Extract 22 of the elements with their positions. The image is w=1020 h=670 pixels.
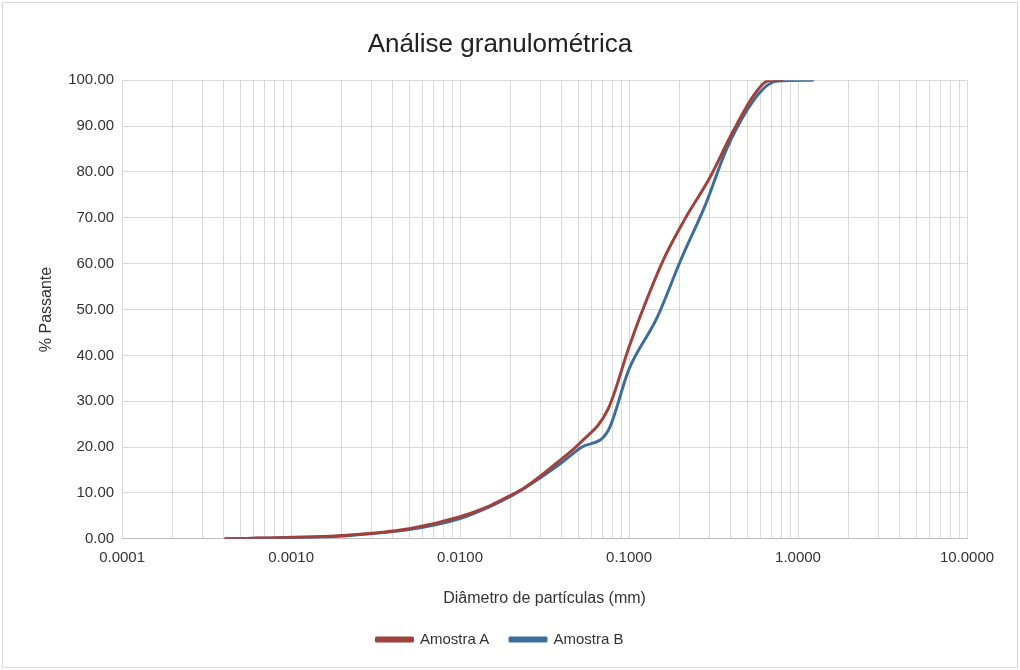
x-tick-label: 0.0100 — [437, 547, 483, 565]
y-tick-label: 50.00 — [76, 299, 115, 317]
y-tick-label: 100.00 — [68, 70, 115, 88]
y-tick-label: 90.00 — [76, 116, 115, 134]
y-tick-label: 80.00 — [76, 162, 115, 180]
legend-label: Amostra A — [419, 629, 490, 647]
x-tick-label: 1.0000 — [775, 547, 821, 565]
x-tick-label: 0.0010 — [268, 547, 315, 565]
y-tick-label: 0.00 — [84, 528, 115, 546]
y-tick-label: 40.00 — [76, 345, 115, 363]
legend-label: Amostra B — [553, 629, 624, 647]
y-tick-label: 30.00 — [76, 391, 115, 409]
x-tick-label: 0.1000 — [606, 547, 652, 565]
x-tick-label: 0.0001 — [99, 547, 146, 565]
y-tick-label: 60.00 — [76, 253, 115, 271]
y-tick-label: 70.00 — [76, 207, 115, 225]
chart-title: Análise granulométrica — [367, 27, 633, 58]
y-axis-title: % Passante — [37, 266, 55, 353]
x-tick-label: 10.0000 — [939, 547, 995, 565]
x-axis-title: Diâmetro de partículas (mm) — [443, 588, 646, 606]
y-tick-label: 20.00 — [76, 437, 115, 455]
y-tick-label: 10.00 — [76, 483, 115, 501]
